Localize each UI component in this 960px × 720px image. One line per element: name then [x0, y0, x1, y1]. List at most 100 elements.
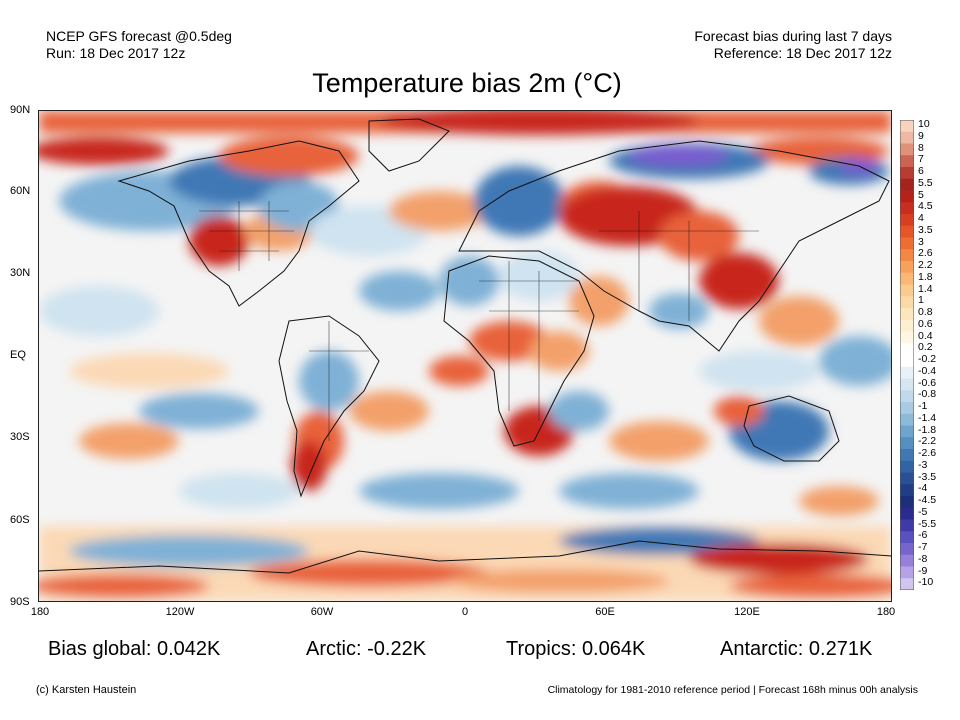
colorbar-label: -0.8: [918, 388, 937, 401]
colorbar-label: 7: [918, 153, 924, 166]
colorbar-swatch: [900, 319, 914, 332]
colorbar-label: 0.2: [918, 341, 933, 354]
colorbar-label: 3: [918, 235, 924, 248]
bias-map-svg: [39, 111, 891, 601]
colorbar-swatch: [900, 143, 914, 156]
colorbar-label: 4: [918, 212, 924, 224]
colorbar-label: -2.6: [918, 447, 937, 459]
colorbar-swatch: [900, 484, 914, 497]
colorbar-swatch: [900, 331, 914, 344]
lat-label-60s: 60S: [10, 514, 30, 526]
bias-period-line: Forecast bias during last 7 days: [694, 28, 892, 44]
colorbar-label: -1: [918, 400, 928, 412]
colorbar-label: -4.5: [918, 494, 937, 506]
colorbar-swatch: [900, 237, 914, 250]
colorbar-label: -2.2: [918, 435, 937, 448]
colorbar-label: -9: [918, 564, 928, 577]
colorbar-label: -0.2: [918, 353, 937, 365]
map-title: Temperature bias 2m (°C): [312, 68, 622, 98]
coastlines: [39, 118, 891, 574]
colorbar-swatch: [900, 284, 914, 297]
colorbar-swatches: [900, 120, 914, 590]
colorbar-swatch: [900, 155, 914, 168]
lon-label-120e: 120E: [734, 606, 760, 618]
africa-coast: [443, 255, 595, 447]
antarctica-coast: [39, 540, 891, 574]
lon-label-180e: 180: [876, 606, 896, 618]
greenland-coast: [368, 118, 450, 172]
stat-arctic-bias: Arctic: -0.22K: [306, 638, 427, 660]
colorbar-label: -1.4: [918, 411, 937, 424]
colorbar-swatch: [900, 366, 914, 379]
colorbar-swatch: [900, 308, 914, 321]
lat-label-90s: 90S: [10, 596, 30, 608]
bias-field: [39, 111, 891, 601]
colorbar-swatch: [900, 437, 914, 450]
colorbar-swatch: [900, 167, 914, 180]
colorbar-swatch: [900, 543, 914, 556]
colorbar-label: 0.4: [918, 329, 933, 342]
colorbar-swatch: [900, 131, 914, 144]
lat-label-60n: 60N: [10, 185, 31, 197]
colorbar-label: -7: [918, 541, 928, 553]
lat-label-90n: 90N: [10, 104, 31, 116]
colorbar-label: 10: [918, 118, 930, 130]
colorbar-label: -4: [918, 482, 928, 495]
lon-label-0: 0: [461, 606, 469, 618]
colorbar-label: 9: [918, 129, 924, 142]
colorbar: [900, 120, 914, 590]
colorbar-label: 2.2: [918, 259, 933, 271]
colorbar-swatch: [900, 190, 914, 203]
lat-label-30n: 30N: [10, 267, 31, 279]
north-america-coast: [117, 140, 360, 307]
colorbar-swatch: [900, 425, 914, 438]
colorbar-swatch: [900, 296, 914, 309]
colorbar-label: -1.8: [918, 423, 937, 436]
colorbar-swatch: [900, 225, 914, 238]
colorbar-label: 6: [918, 165, 924, 177]
colorbar-swatch: [900, 413, 914, 426]
header-right: Forecast bias during last 7 days Referen…: [694, 28, 892, 62]
colorbar-label: -5: [918, 505, 928, 518]
header-left: NCEP GFS forecast @0.5deg Run: 18 Dec 20…: [46, 28, 232, 62]
colorbar-swatch: [900, 472, 914, 485]
south-america-coast: [278, 315, 380, 498]
colorbar-swatch: [900, 178, 914, 191]
lon-label-60e: 60E: [595, 606, 615, 618]
colorbar-label: 5: [918, 188, 924, 201]
colorbar-label: -6: [918, 529, 928, 542]
colorbar-swatch: [900, 120, 914, 133]
colorbar-label: -3: [918, 458, 928, 471]
credit: (c) Karsten Haustein: [36, 684, 137, 696]
colorbar-swatch: [900, 578, 914, 590]
colorbar-label: 3.5: [918, 223, 933, 236]
colorbar-swatch: [900, 378, 914, 391]
colorbar-swatch: [900, 566, 914, 579]
colorbar-label: 0.6: [918, 317, 933, 330]
borders: [199, 201, 759, 441]
lon-label-120w: 120W: [165, 606, 195, 618]
colorbar-label: 2.6: [918, 247, 933, 260]
colorbar-swatch: [900, 554, 914, 567]
colorbar-swatch: [900, 496, 914, 509]
colorbar-swatch: [900, 460, 914, 473]
reference-line: Reference: 18 Dec 2017 12z: [713, 45, 892, 61]
colorbar-swatch: [900, 343, 914, 356]
colorbar-swatch: [900, 531, 914, 544]
colorbar-swatch: [900, 214, 914, 227]
colorbar-label: 8: [918, 141, 924, 154]
colorbar-label: -8: [918, 552, 928, 565]
stat-tropics-bias: Tropics: 0.064K: [506, 638, 646, 660]
colorbar-swatch: [900, 507, 914, 520]
stat-antarctic-bias: Antarctic: 0.271K: [720, 638, 873, 660]
lon-label-60w: 60W: [310, 606, 334, 618]
australia-coast: [743, 395, 840, 462]
run-line: Run: 18 Dec 2017 12z: [46, 45, 186, 61]
colorbar-swatch: [900, 249, 914, 262]
model-line: NCEP GFS forecast @0.5deg: [46, 28, 232, 44]
stat-global-bias: Bias global: 0.042K: [48, 638, 221, 660]
eurasia-coast: [458, 140, 890, 352]
colorbar-label: -5.5: [918, 517, 937, 530]
lat-label-eq: EQ: [10, 349, 26, 361]
lon-label-180w: 180: [30, 606, 50, 618]
